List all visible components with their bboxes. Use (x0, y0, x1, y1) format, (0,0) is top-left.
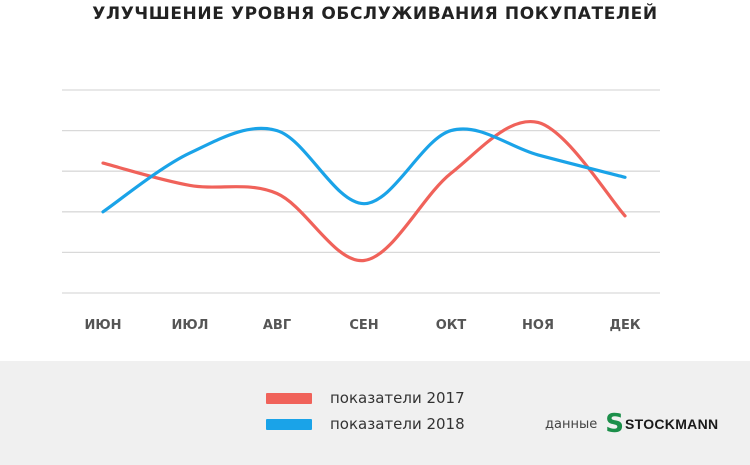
chart-title: УЛУЧШЕНИЕ УРОВНЯ ОБСЛУЖИВАНИЯ ПОКУПАТЕЛЕ… (92, 4, 658, 24)
stockmann-logo-text: STOCKMANN (624, 416, 719, 432)
line-chart: ИЮН ИЮЛ АВГ СЕН ОКТ НОЯ ДЕК (62, 89, 660, 333)
x-tick-label: ДЕК (609, 318, 640, 333)
source-label: данные (545, 416, 598, 432)
x-tick-label: ОКТ (436, 318, 467, 333)
x-tick-label: НОЯ (522, 318, 554, 333)
series-line-0 (101, 119, 627, 263)
x-tick-label: АВГ (263, 318, 291, 333)
legend-swatch-2017 (266, 392, 312, 404)
x-tick-label: ИЮН (84, 318, 121, 333)
legend-item-2017: показатели 2017 (266, 388, 465, 408)
stockmann-logo-mark: S (605, 409, 624, 439)
stockmann-logo: S STOCKMANN (605, 411, 718, 437)
chart-footer: показатели 2017 показатели 2018 данные S… (0, 361, 750, 465)
legend-label-2018: показатели 2018 (330, 415, 465, 433)
x-tick-label: ИЮЛ (172, 318, 209, 333)
data-source: данные S STOCKMANN (545, 411, 718, 437)
legend-label-2017: показатели 2017 (330, 389, 465, 407)
series-line-1 (101, 126, 627, 214)
legend-item-2018: показатели 2018 (266, 414, 465, 434)
legend-swatch-2018 (266, 418, 312, 430)
x-tick-label: СЕН (349, 318, 378, 333)
